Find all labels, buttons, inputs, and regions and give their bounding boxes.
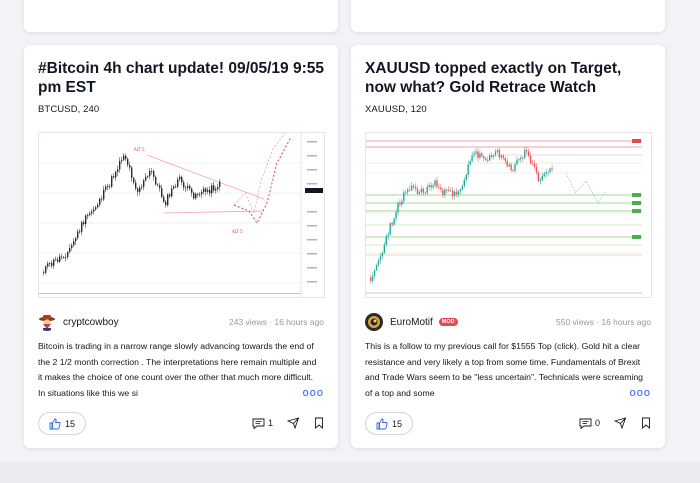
idea-chart-preview[interactable]: ALT 5 ALT 5 (38, 132, 325, 298)
read-more-button[interactable]: ooo (296, 388, 324, 399)
idea-card-bitcoin[interactable]: #Bitcoin 4h chart update! 09/05/19 9:55 … (24, 45, 338, 448)
last-price-label (305, 188, 323, 193)
comment-count: 0 (594, 418, 600, 428)
idea-title[interactable]: #Bitcoin 4h chart update! 09/05/19 9:55 … (38, 60, 324, 96)
idea-description[interactable]: This is a follow to my previous call for… (365, 341, 644, 398)
post-meta: 550 views · 16 hours ago (556, 317, 651, 327)
idea-symbol[interactable]: XAUUSD, 120 (365, 104, 427, 115)
share-button[interactable] (614, 417, 627, 429)
bookmark-button[interactable] (641, 417, 651, 429)
author-row: EuroMotif MOD 550 views · 16 hours ago (365, 313, 651, 331)
like-button[interactable]: 15 (38, 412, 86, 435)
author-name[interactable]: EuroMotif (390, 316, 433, 328)
level-tags (632, 139, 641, 239)
bookmark-button[interactable] (314, 417, 324, 429)
card-actions: 1 (252, 417, 324, 429)
read-more-button[interactable]: ooo (623, 388, 651, 399)
bookmark-icon (642, 417, 650, 429)
author-name[interactable]: cryptcowboy (63, 316, 119, 328)
btc-chart-svg: ALT 5 ALT 5 (39, 133, 323, 297)
previous-post-card-left (24, 0, 338, 32)
share-button[interactable] (287, 417, 300, 429)
page-bottom-band (0, 462, 700, 483)
projection-path-alt (233, 133, 286, 215)
like-count: 15 (64, 418, 75, 429)
chart-grid (366, 172, 642, 254)
share-icon (614, 417, 627, 429)
level-lines (366, 140, 642, 256)
triangle-lines (146, 154, 265, 214)
comments-button[interactable]: 0 (579, 418, 600, 429)
bookmark-icon (315, 417, 323, 429)
thumbs-up-icon (49, 418, 61, 429)
comment-icon (252, 418, 265, 429)
idea-title[interactable]: XAUUSD topped exactly on Target, now wha… (365, 60, 622, 96)
gold-candles (370, 146, 553, 284)
projection-lines (565, 172, 607, 204)
comment-count: 1 (267, 418, 273, 428)
btc-candles (43, 152, 221, 276)
card-actions: 0 (579, 417, 651, 429)
comment-icon (579, 418, 592, 429)
previous-post-card-right (351, 0, 665, 32)
idea-card-gold[interactable]: XAUUSD topped exactly on Target, now wha… (351, 45, 665, 448)
thumbs-up-icon (376, 418, 388, 429)
like-button[interactable]: 15 (365, 412, 413, 435)
moderator-badge: MOD (438, 318, 458, 326)
idea-chart-preview[interactable] (365, 132, 652, 298)
post-meta: 243 views · 16 hours ago (229, 317, 324, 327)
euromotif-avatar-icon[interactable] (365, 313, 383, 331)
chart-label-bottom: ALT 5 (232, 229, 243, 234)
like-count: 15 (391, 418, 402, 429)
chart-label-top: ALT 5 (134, 147, 145, 152)
price-axis-ticks (39, 141, 317, 294)
comments-button[interactable]: 1 (252, 418, 273, 429)
projection-path (233, 136, 292, 224)
share-icon (287, 417, 300, 429)
idea-symbol[interactable]: BTCUSD, 240 (38, 104, 100, 115)
idea-description[interactable]: Bitcoin is trading in a narrow range slo… (38, 341, 317, 398)
author-row: cryptcowboy 243 views · 16 hours ago (38, 313, 324, 331)
chart-grid (39, 162, 301, 284)
gold-chart-svg (366, 139, 642, 294)
cowboy-avatar-icon[interactable] (38, 313, 56, 331)
